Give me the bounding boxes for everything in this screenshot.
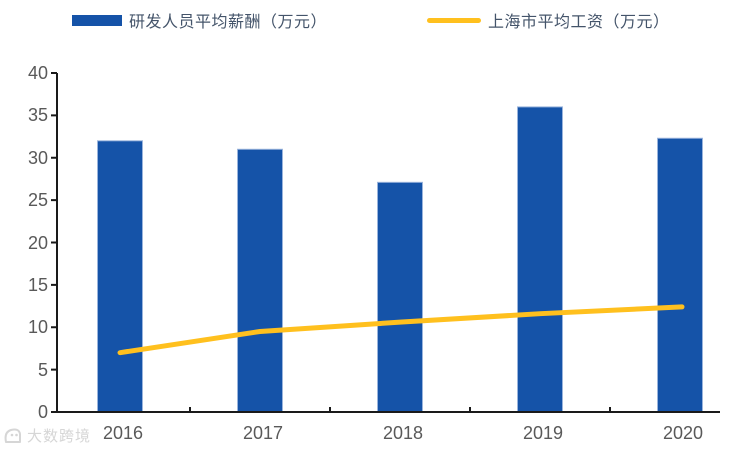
legend-label-shanghai-wage: 上海市平均工资（万元） [488, 12, 670, 31]
bar-2017 [237, 148, 283, 413]
y-axis-label-40: 40 [27, 63, 48, 83]
legend: 研发人员平均薪酬（万元） 上海市平均工资（万元） [0, 0, 731, 40]
line-series-swatch [427, 17, 481, 23]
bar-2018 [377, 181, 423, 413]
bar-2019 [517, 106, 563, 413]
x-axis-label-2016: 2016 [102, 423, 144, 443]
x-axis-label-2019: 2019 [522, 423, 564, 443]
legend-item-shanghai-wage: 上海市平均工资（万元） [427, 8, 670, 32]
y-axis-label-0: 0 [37, 402, 48, 422]
y-axis-label-10: 10 [27, 317, 48, 338]
bar-2020 [657, 137, 703, 413]
bar-2016 [97, 140, 143, 413]
y-axis-label-30: 30 [27, 147, 48, 168]
legend-item-rd-salary: 研发人员平均薪酬（万元） [72, 8, 327, 32]
bar-series-swatch [72, 14, 122, 26]
y-axis-label-5: 5 [37, 359, 48, 380]
x-axis-label-2018: 2018 [382, 423, 424, 443]
x-axis-label-2017: 2017 [242, 423, 284, 443]
line-series [117, 304, 685, 356]
y-axis-label-25: 25 [27, 190, 48, 211]
legend-label-rd-salary: 研发人员平均薪酬（万元） [129, 12, 328, 31]
y-axis-label-20: 20 [27, 232, 48, 253]
y-axis-label-35: 35 [27, 105, 48, 126]
x-axis-label-2020: 2020 [662, 423, 704, 443]
y-axis-label-15: 15 [27, 274, 48, 295]
